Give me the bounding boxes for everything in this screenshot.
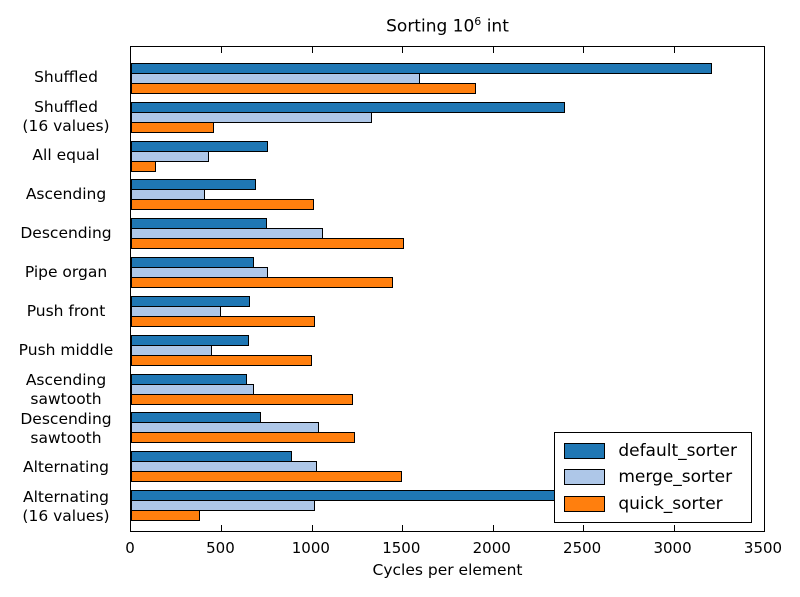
plot-area: default_sorter merge_sorter quick_sorter xyxy=(130,46,765,532)
legend-entry: merge_sorter xyxy=(564,467,737,487)
bar-group xyxy=(131,408,764,447)
bar-quick_sorter xyxy=(131,354,312,366)
x-tick-label: 3000 xyxy=(653,539,692,557)
y-tick-label: Push middle xyxy=(0,331,132,370)
y-tick-label-line: Pipe organ xyxy=(24,263,108,282)
y-tick-label-line: Push front xyxy=(26,302,106,321)
y-tick-label: Descending sawtooth xyxy=(0,409,132,448)
bar-group xyxy=(131,59,764,98)
bar-group xyxy=(131,331,764,370)
x-tick-mark xyxy=(311,525,313,531)
bar-group xyxy=(131,486,764,525)
chart-title-suffix: int xyxy=(481,16,509,37)
legend-swatch-merge_sorter xyxy=(564,469,606,486)
bar-quick_sorter xyxy=(131,315,316,327)
y-tick-label-line: sawtooth xyxy=(30,389,102,408)
x-tick-label: 1000 xyxy=(291,539,330,557)
chart-title-prefix: Sorting 10 xyxy=(386,16,475,37)
bar-quick_sorter xyxy=(131,393,354,405)
legend-swatch-quick_sorter xyxy=(564,495,606,512)
bar-quick_sorter xyxy=(131,199,314,211)
y-axis-tick-labels: Shuffled Shuffled (16 values) All equal Asce… xyxy=(0,46,132,532)
x-tick-mark xyxy=(583,47,585,53)
y-tick-label-line: Descending xyxy=(20,224,112,243)
bar-group xyxy=(131,253,764,292)
legend-swatch-default_sorter xyxy=(564,443,606,460)
bar-group xyxy=(131,214,764,253)
legend-entry: default_sorter xyxy=(564,441,737,461)
y-tick-label: Ascending xyxy=(0,175,132,214)
y-tick-label-line: Descending xyxy=(20,410,112,429)
y-tick-label: Shuffled xyxy=(0,58,132,97)
y-tick-label: Alternating xyxy=(0,448,132,487)
x-tick-mark xyxy=(492,47,494,53)
legend-label: default_sorter xyxy=(618,440,737,461)
bar-quick_sorter xyxy=(131,160,157,172)
y-tick-label-line: Ascending xyxy=(25,185,107,204)
bar-quick_sorter xyxy=(131,82,477,94)
x-tick-mark xyxy=(583,525,585,531)
y-tick-label-line: Push middle xyxy=(18,341,114,360)
x-tick-label: 1500 xyxy=(382,539,421,557)
x-tick-label: 0 xyxy=(125,539,135,557)
chart-title: Sorting 106 int xyxy=(130,15,765,37)
bar-group xyxy=(131,98,764,137)
x-axis-title: Cycles per element xyxy=(372,561,523,579)
legend-label: merge_sorter xyxy=(618,467,733,488)
x-tick-label: 3500 xyxy=(743,539,783,557)
x-tick-label: 2500 xyxy=(563,539,602,557)
bar-group xyxy=(131,175,764,214)
bar-quick_sorter xyxy=(131,432,356,444)
bar-group xyxy=(131,137,764,176)
x-tick-label: 2000 xyxy=(472,539,511,557)
x-tick-mark xyxy=(673,525,675,531)
chart-title-superscript: 6 xyxy=(474,15,482,28)
x-tick-mark xyxy=(311,47,313,53)
y-tick-label-line: (16 values) xyxy=(22,116,110,135)
bar-quick_sorter xyxy=(131,121,215,133)
x-axis-tick-labels: 0 500 1000 1500 2000 2500 3000 3500 xyxy=(125,539,782,559)
x-tick-mark xyxy=(673,47,675,53)
y-tick-label: Descending xyxy=(0,214,132,253)
y-tick-label: Shuffled (16 values) xyxy=(0,97,132,136)
y-tick-label-line: Shuffled xyxy=(34,98,98,117)
y-tick-label-line: sawtooth xyxy=(30,428,102,447)
x-tick-label: 500 xyxy=(206,539,235,557)
x-tick-mark xyxy=(221,525,223,531)
bar-quick_sorter xyxy=(131,471,403,483)
x-tick-mark xyxy=(402,525,404,531)
y-tick-label: All equal xyxy=(0,136,132,175)
y-tick-label: Pipe organ xyxy=(0,253,132,292)
legend: default_sorter merge_sorter quick_sorter xyxy=(554,431,752,523)
bar-merge_sorter xyxy=(131,150,209,162)
y-tick-label: Alternating (16 values) xyxy=(0,487,132,526)
bar-merge_sorter xyxy=(131,500,316,512)
bar-quick_sorter xyxy=(131,510,200,522)
bar-group xyxy=(131,292,764,331)
bar-default_sorter xyxy=(131,62,712,74)
y-tick-label-line: Shuffled xyxy=(34,68,98,87)
y-tick-label-line: (16 values) xyxy=(22,506,110,525)
x-tick-mark xyxy=(221,47,223,53)
legend-entry: quick_sorter xyxy=(564,494,737,514)
y-tick-label: Push front xyxy=(0,292,132,331)
y-tick-label-line: All equal xyxy=(32,146,100,165)
y-tick-label-line: Alternating xyxy=(23,458,109,477)
y-tick-label-line: Alternating xyxy=(23,488,109,507)
legend-label: quick_sorter xyxy=(618,493,723,514)
bar-quick_sorter xyxy=(131,238,405,250)
y-tick-label-line: Ascending xyxy=(25,371,107,390)
bar-group xyxy=(131,447,764,486)
bar-merge_sorter xyxy=(131,111,372,123)
bar-quick_sorter xyxy=(131,277,394,289)
y-tick-label: Ascending sawtooth xyxy=(0,370,132,409)
bar-group xyxy=(131,370,764,409)
x-tick-mark xyxy=(402,47,404,53)
bar-groups xyxy=(131,47,764,531)
x-tick-mark xyxy=(492,525,494,531)
